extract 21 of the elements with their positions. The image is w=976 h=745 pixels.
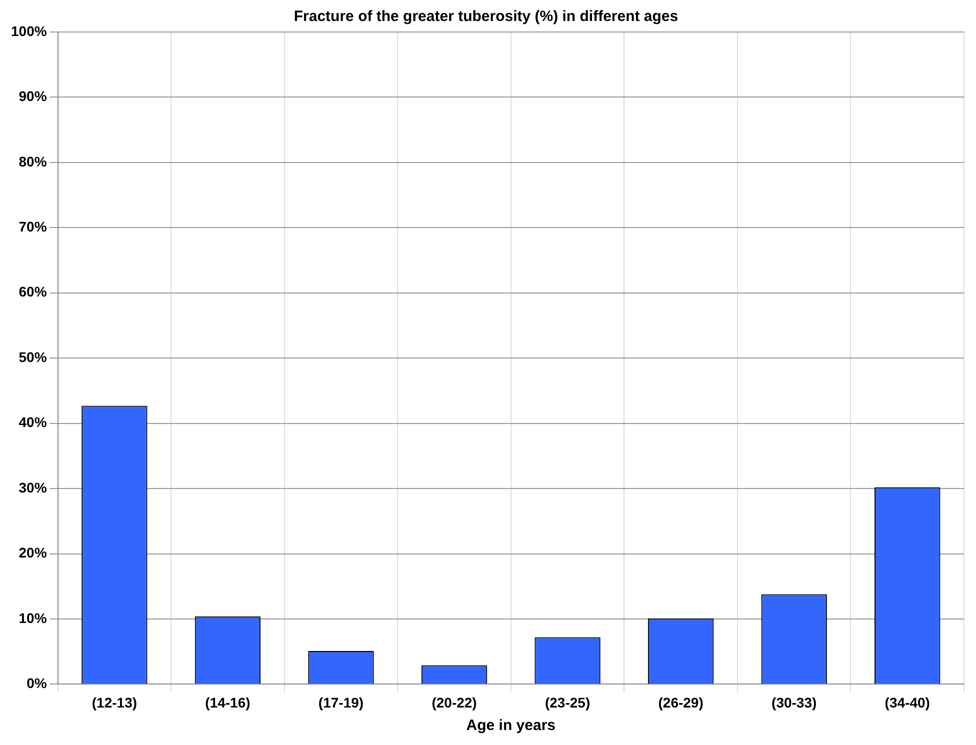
y-tick-label: 30%: [18, 479, 48, 496]
x-tick-label: (30-33): [772, 694, 817, 710]
y-tick-label: 80%: [18, 153, 48, 170]
y-tick-label: 0%: [26, 675, 48, 692]
x-tick-label: (14-16): [205, 694, 250, 710]
y-tick-label: 50%: [18, 348, 48, 365]
y-tick-label: 100%: [10, 22, 48, 39]
x-tick-label: (26-29): [658, 694, 704, 710]
x-tick-label: (12-13): [92, 694, 138, 710]
y-tick-label: 40%: [18, 414, 48, 430]
x-axis-title: Age in years: [466, 717, 556, 734]
x-tick-label: (34-40): [884, 694, 930, 710]
chart-title: Fracture of the greater tuberosity (%) in different ages: [294, 8, 678, 26]
y-tick-label: 20%: [18, 544, 48, 561]
x-tick-label: (17-19): [318, 694, 364, 710]
y-tick-label: 90%: [18, 88, 48, 104]
y-tick-label: 70%: [18, 218, 48, 235]
y-tick-label: 10%: [18, 610, 48, 626]
y-tick-label: 60%: [18, 284, 48, 300]
x-tick-label: (20-22): [432, 694, 477, 710]
x-tick-label: (23-25): [544, 694, 590, 710]
